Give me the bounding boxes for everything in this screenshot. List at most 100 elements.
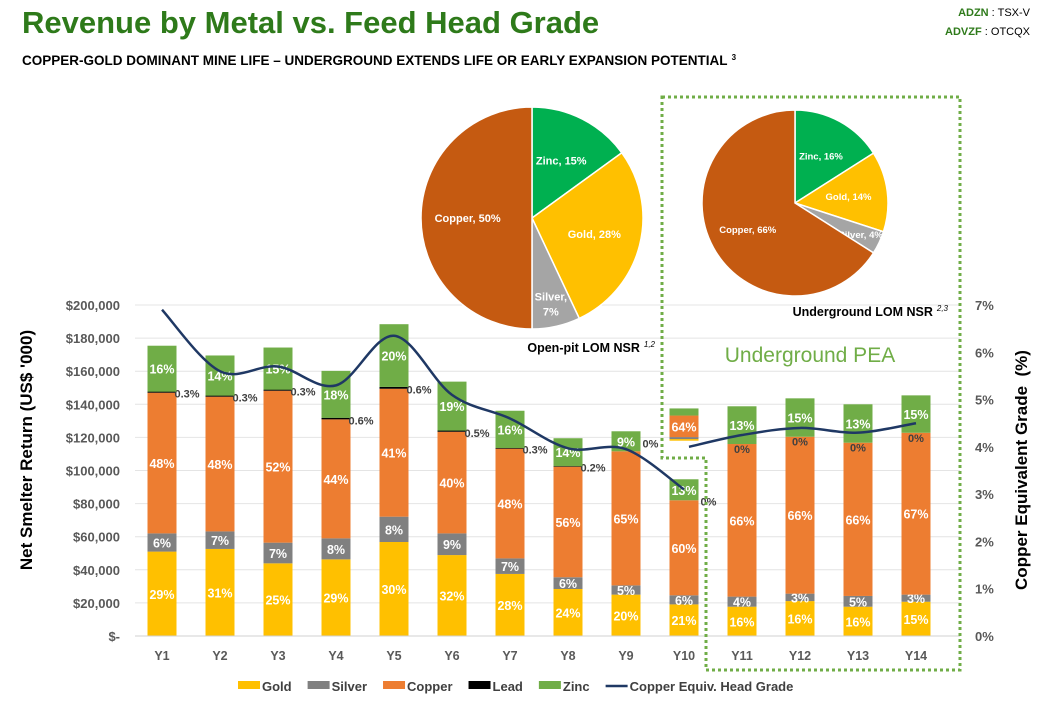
pie-slice-label: Gold, 28% xyxy=(568,229,621,241)
lead-pct-label: 0.6% xyxy=(407,385,432,397)
bar-segment-silver xyxy=(843,595,873,607)
y-tick-label: $60,000 xyxy=(73,530,120,545)
y-tick-label: $160,000 xyxy=(66,364,120,379)
segment-pct-label: 28% xyxy=(497,599,522,613)
pie-slice-gold xyxy=(531,151,644,320)
pie-slice-label: Zinc, 15% xyxy=(536,156,587,168)
bar-segment-copper xyxy=(611,451,641,586)
segment-pct-label: 5% xyxy=(849,595,867,609)
segment-pct-label: 9% xyxy=(617,435,635,449)
bar-segment-gold xyxy=(205,548,235,636)
bar-segment-gold xyxy=(727,606,757,636)
bar-segment-silver xyxy=(379,516,409,542)
bar-segment-copper xyxy=(669,415,699,438)
bar-segment-silver xyxy=(263,542,293,564)
ticker-otcqx: ADVZF : OTCQX xyxy=(945,26,1031,38)
lead-pct-label: 0.6% xyxy=(349,415,374,427)
segment-pct-label: 52% xyxy=(265,461,290,475)
bar-stack-y14: 15% 3% 67% 0% 15% xyxy=(901,395,931,636)
bar-segment-zinc xyxy=(437,381,467,431)
grade-lines xyxy=(161,308,917,491)
segment-pct-label: 7% xyxy=(269,547,287,561)
segment-pct-label: 16% xyxy=(845,615,870,629)
grade-line xyxy=(688,421,917,449)
legend-item-silver: Silver xyxy=(307,679,367,694)
bar-segment-zinc xyxy=(147,345,177,392)
segment-pct-label: 3% xyxy=(907,592,925,606)
bar-stack-y5: 30% 8% 41% 0.6% 20% xyxy=(379,324,432,636)
segment-pct-label: 8% xyxy=(327,543,345,557)
pie-slice-label: Silver, 4% xyxy=(838,230,883,241)
underground-pea-label: Underground PEA xyxy=(725,344,895,367)
y2-tick-label: 1% xyxy=(975,582,994,597)
subtitle: COPPER-GOLD DOMINANT MINE LIFE – UNDERGR… xyxy=(22,53,737,68)
bar-stack-y3: 25%7%52%0.3%15% xyxy=(263,347,316,636)
bar-segment-lead xyxy=(437,430,467,432)
segment-pct-label: 18% xyxy=(323,388,348,402)
y2-tick-label: 4% xyxy=(975,440,994,455)
bar-segment-zinc xyxy=(843,404,873,443)
segment-pct-label: 15% xyxy=(787,412,812,426)
bar-segment-gold xyxy=(437,555,467,636)
segment-pct-label: 29% xyxy=(323,592,348,606)
segment-pct-label: 16% xyxy=(497,423,522,437)
x-tick-label: Y7 xyxy=(502,649,517,663)
segment-pct-label: 7% xyxy=(211,534,229,548)
ticker-tsxv: ADZN : TSX-V xyxy=(958,7,1031,19)
bar-segment-silver xyxy=(495,558,525,574)
legend-item-gold: Gold xyxy=(238,679,292,694)
y-tick-label: $120,000 xyxy=(66,430,120,445)
pie-slice-zinc xyxy=(794,109,875,205)
legend-label: Lead xyxy=(493,679,523,694)
bar-segment-copper xyxy=(205,396,235,532)
bar-segment-zinc xyxy=(785,398,815,437)
pie-slice-label: Gold, 14% xyxy=(826,192,872,203)
y-tick-label: $140,000 xyxy=(66,397,120,412)
segment-pct-label: 19% xyxy=(439,400,464,414)
lead-pct-label: 0.5% xyxy=(465,428,490,440)
lead-pct-label: 0% xyxy=(850,443,866,455)
x-tick-label: Y2 xyxy=(212,649,227,663)
lead-pct-label: 0% xyxy=(701,496,717,508)
bar-segment-silver xyxy=(727,596,757,607)
segment-pct-label: 13% xyxy=(845,417,870,431)
y-tick-label: $80,000 xyxy=(73,497,120,512)
y-tick-label: $40,000 xyxy=(73,563,120,578)
y-tick-label: $20,000 xyxy=(73,596,120,611)
y-axis-left: $- $20,000 $40,000 $60,000 $80,000 $100,000 $1… xyxy=(66,298,120,644)
legend-label: Gold xyxy=(262,679,292,694)
bar-segment-copper xyxy=(437,431,467,534)
bar-segment-zinc xyxy=(901,395,931,433)
lead-pct-label: 0.3% xyxy=(291,387,316,399)
bar-segment-gold xyxy=(379,541,409,636)
bar-stack-y12: 16% 3% 66% 0% 15% xyxy=(785,398,815,636)
bar-segment-gold xyxy=(785,601,815,636)
pie-title-text: Underground LOM NSR xyxy=(793,305,933,319)
bar-segment-gold xyxy=(321,559,351,636)
x-tick-label: Y3 xyxy=(270,649,285,663)
segment-pct-label: 30% xyxy=(381,583,406,597)
segment-pct-label: 64% xyxy=(671,420,696,434)
x-axis: Y1 Y2 Y3 Y4 Y5 Y6 Y7 Y8 Y9 Y10 Y11 Y12 Y13 Y14 xyxy=(135,635,960,663)
bar-segment-silver xyxy=(321,538,351,560)
bar-segment-silver xyxy=(437,533,467,556)
bar-segment-gold xyxy=(553,588,583,636)
lead-pct-label: 0% xyxy=(908,433,924,445)
pie-slice-zinc xyxy=(531,106,623,220)
segment-pct-label: 31% xyxy=(207,586,232,600)
bar-stack-y10: 21% 6% 60% 0% 13% xyxy=(669,479,717,636)
segment-pct-label: 40% xyxy=(439,477,464,491)
pie-slice-label: 7% xyxy=(543,306,559,318)
x-tick-label: Y6 xyxy=(444,649,459,663)
lead-pct-label: 0.3% xyxy=(175,389,200,401)
bar-stack-y7: 28% 7% 48% 0.3%16% xyxy=(495,410,548,636)
segment-pct-label: 20% xyxy=(381,350,406,364)
pie-title-text: Open-pit LOM NSR xyxy=(527,341,640,355)
bar-segment-gold xyxy=(611,594,641,636)
y-tick-label: $180,000 xyxy=(66,331,120,346)
pie-slice-label: Silver, xyxy=(535,291,567,303)
pie-slice-copper xyxy=(701,109,875,297)
bar-segment-copper xyxy=(379,388,409,517)
bar-stack-y2: 31%7%48%0.3%14% xyxy=(205,355,258,636)
